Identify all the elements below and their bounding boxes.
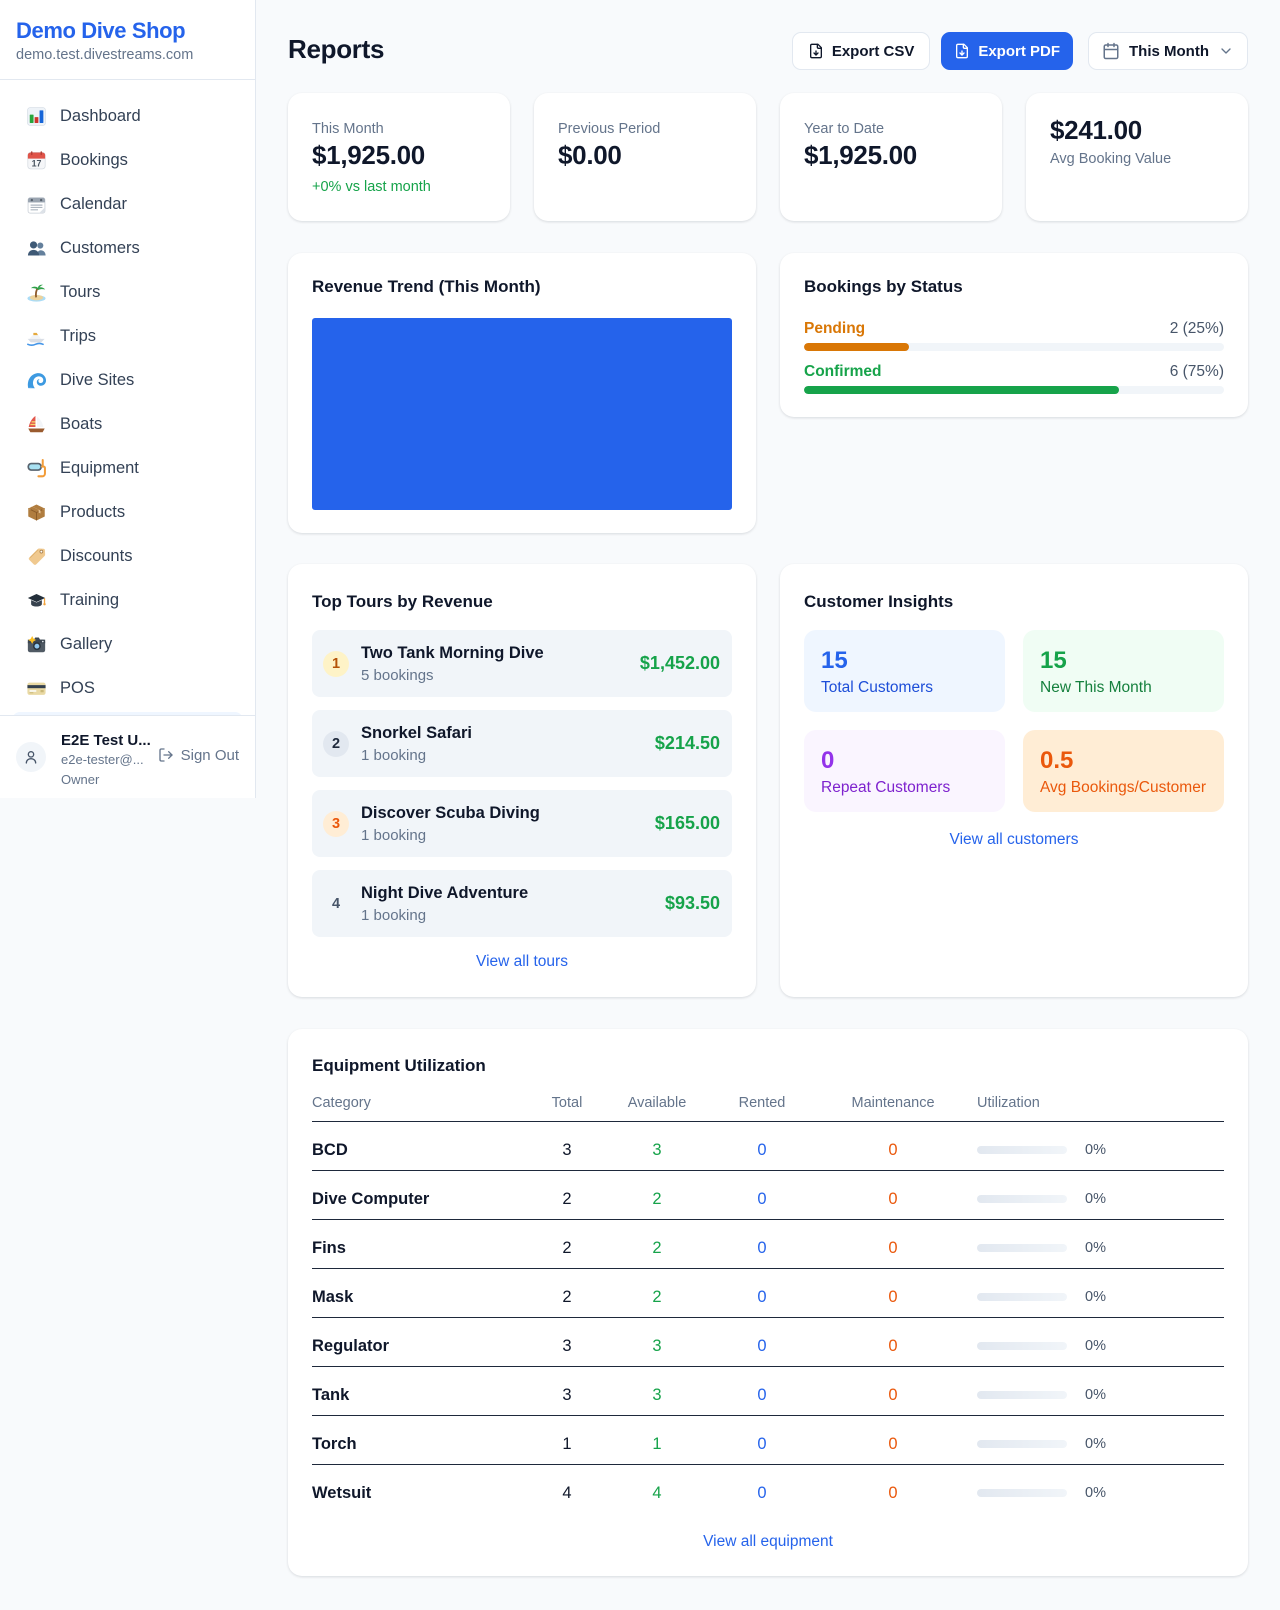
- svg-text:17: 17: [32, 158, 42, 168]
